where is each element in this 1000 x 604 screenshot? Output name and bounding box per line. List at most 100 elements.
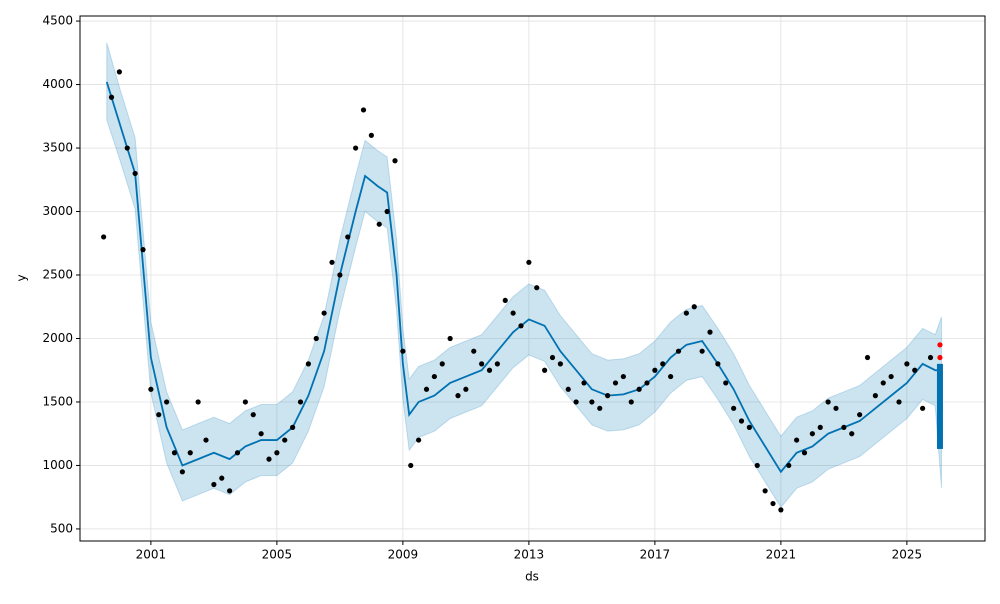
data-point <box>455 393 461 399</box>
data-point <box>164 399 170 405</box>
x-tick-label: 2025 <box>892 548 923 562</box>
y-tick-label: 3500 <box>42 141 73 155</box>
data-point <box>715 361 721 367</box>
data-point <box>620 373 626 380</box>
data-point <box>778 507 784 513</box>
data-point <box>463 386 469 392</box>
x-tick-label: 2009 <box>388 548 419 562</box>
data-point <box>628 399 634 405</box>
data-point <box>794 437 800 443</box>
data-point <box>400 348 406 354</box>
data-point <box>140 247 146 253</box>
y-tick-label: 1000 <box>42 458 73 472</box>
data-point <box>187 450 193 456</box>
data-point <box>801 450 808 456</box>
data-point <box>738 418 745 424</box>
data-point <box>108 94 115 100</box>
data-point <box>762 488 768 494</box>
data-point <box>219 475 225 481</box>
data-point <box>313 335 319 342</box>
data-point <box>203 437 209 443</box>
data-point <box>825 399 831 405</box>
data-point <box>227 488 233 494</box>
y-tick-label: 2000 <box>42 331 73 345</box>
data-point <box>557 361 563 367</box>
y-tick-label: 2500 <box>42 268 73 282</box>
data-point <box>668 373 674 380</box>
x-tick-label: 2017 <box>640 548 671 562</box>
data-point <box>707 329 713 335</box>
data-point <box>321 310 327 316</box>
data-point <box>581 380 587 386</box>
data-point <box>597 405 603 411</box>
data-point <box>904 361 910 367</box>
plot-frame <box>79 15 986 542</box>
data-point <box>675 348 682 354</box>
x-tick-label: 2013 <box>514 548 545 562</box>
data-point <box>691 304 697 310</box>
data-point <box>565 386 571 392</box>
data-point <box>282 437 288 443</box>
data-point <box>644 380 650 386</box>
data-point <box>439 361 445 367</box>
data-point <box>290 424 296 430</box>
data-point <box>549 354 556 361</box>
data-point <box>746 424 752 430</box>
data-point <box>612 380 619 386</box>
data-point <box>841 424 847 430</box>
data-point <box>494 361 500 367</box>
data-point <box>502 297 508 304</box>
y-tick-label: 1500 <box>42 394 73 408</box>
data-point <box>132 170 138 177</box>
data-point <box>896 399 902 405</box>
x-tick-label: 2005 <box>262 548 293 562</box>
data-point <box>329 259 335 265</box>
data-point <box>384 208 390 215</box>
data-point <box>888 373 894 380</box>
data-point <box>636 386 642 392</box>
data-point <box>423 386 430 392</box>
data-point <box>156 412 162 418</box>
data-point <box>937 354 943 361</box>
data-point <box>305 361 311 367</box>
data-point <box>857 412 863 418</box>
data-point <box>376 221 382 227</box>
data-point <box>258 431 264 437</box>
data-point <box>148 386 154 392</box>
data-point <box>699 348 705 354</box>
data-point <box>297 399 304 405</box>
data-point <box>605 393 611 399</box>
data-point <box>353 145 359 151</box>
data-point <box>833 405 839 411</box>
data-point <box>817 424 823 430</box>
forecast-range <box>936 363 943 449</box>
data-point <box>864 354 871 361</box>
y-axis-label: y <box>15 274 29 281</box>
data-point <box>486 367 493 373</box>
data-point <box>542 367 548 373</box>
data-point <box>345 234 351 240</box>
data-point <box>234 450 241 456</box>
data-point <box>408 462 414 469</box>
data-point <box>912 367 918 373</box>
data-point <box>250 412 256 418</box>
data-point <box>124 145 130 151</box>
data-point <box>368 132 374 138</box>
data-point <box>809 431 815 437</box>
data-point <box>360 107 367 113</box>
data-point <box>431 373 437 380</box>
data-point <box>786 462 792 469</box>
y-tick-label: 500 <box>50 521 73 535</box>
forecast-line <box>105 81 942 474</box>
data-point <box>471 348 477 354</box>
data-point <box>518 323 524 329</box>
data-point <box>211 481 217 488</box>
data-point <box>872 393 878 399</box>
data-point <box>731 405 737 411</box>
data-point <box>573 399 579 405</box>
data-point <box>116 69 122 75</box>
data-point <box>447 335 453 342</box>
data-point <box>683 310 689 316</box>
data-point <box>242 399 248 405</box>
